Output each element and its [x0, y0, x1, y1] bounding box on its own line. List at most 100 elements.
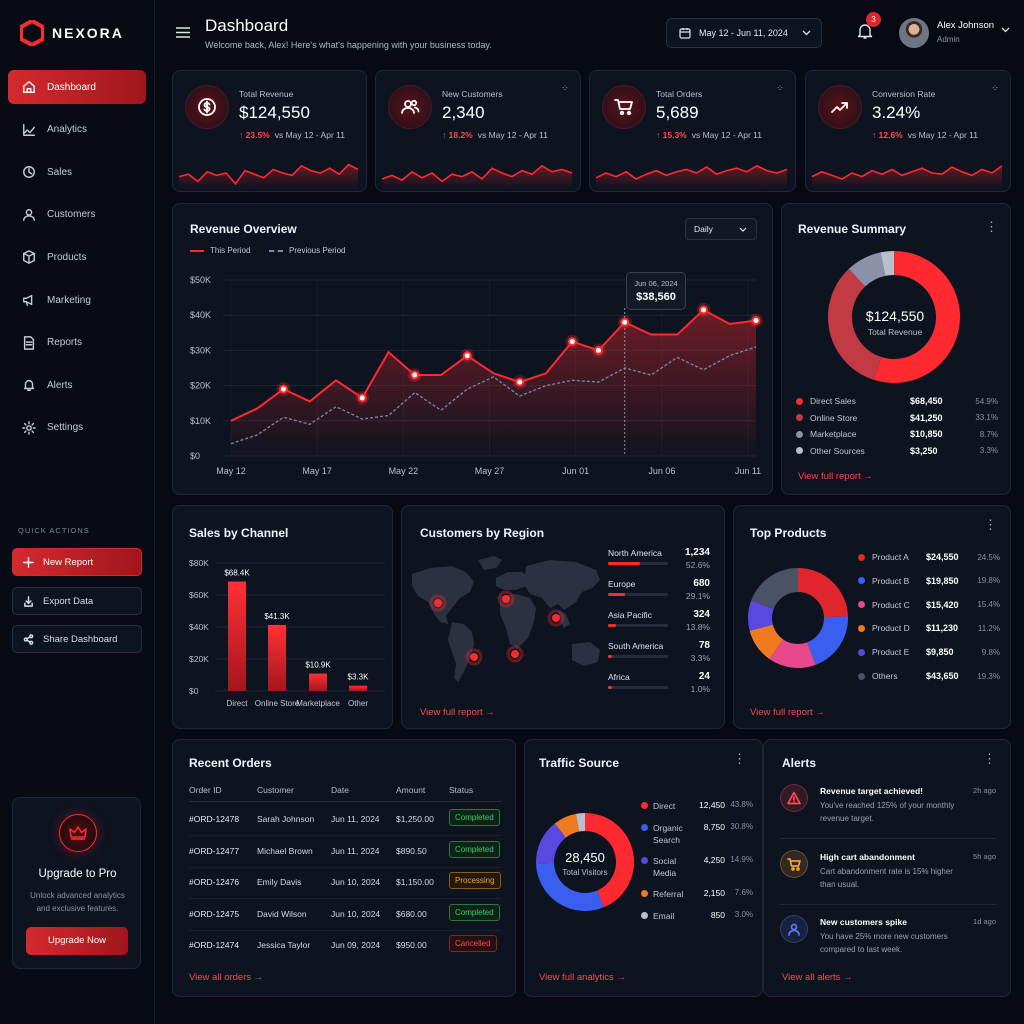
kpi-change-pct: 18.2%	[448, 130, 473, 140]
recent-orders-card: Recent Orders Order ID Customer Date Amount…	[172, 739, 516, 997]
kpi-change: ↑ 23.5% vs May 12 - Apr 11	[239, 130, 345, 140]
revenue-overview-title: Revenue Overview	[190, 222, 297, 236]
sidebar-item-sales[interactable]: Sales	[8, 155, 146, 189]
kpi-card-total-revenue[interactable]: Total Revenue $124,550 ↑ 23.5% vs May 12 - …	[172, 70, 367, 192]
region-progress-fill	[608, 686, 612, 689]
more-options-icon[interactable]: ⋮	[983, 751, 996, 766]
region-name: North America	[608, 548, 662, 558]
table-row[interactable]: #ORD-12476 Emily Davis Jun 10, 2024 $1,150.…	[173, 869, 513, 900]
drag-handle-icon[interactable]: ⁘	[561, 83, 569, 93]
kpi-card-new-customers[interactable]: New Customers 2,340 ↑ 18.2% vs May 12 - Apr…	[375, 70, 581, 192]
traffic-source-name: Organic Search	[653, 823, 683, 845]
table-cell: $1,250.00	[396, 814, 434, 824]
source-pct: 54.9%	[975, 396, 998, 406]
table-cell: David Wilson	[257, 908, 307, 919]
top-products-donut	[748, 568, 848, 668]
kpi-value: 5,689	[656, 103, 699, 122]
more-options-icon[interactable]: ⋮	[733, 751, 746, 766]
kpi-compare: vs May 12 - Apr 11	[691, 130, 762, 140]
source-value: $10,850	[910, 429, 943, 439]
date-range-picker[interactable]: May 12 - Jun 11, 2024	[666, 18, 822, 48]
table-row[interactable]: #ORD-12478 Sarah Johnson Jun 11, 2024 $1,25…	[173, 806, 513, 836]
row-divider	[189, 866, 501, 868]
y-tick-label: $30K	[190, 345, 211, 355]
view-all-alerts-link[interactable]: View all alerts →	[782, 972, 853, 983]
view-all-orders-link[interactable]: View all orders →	[189, 972, 263, 983]
brand-logo[interactable]: NEXORA	[20, 20, 124, 46]
bar-value-label: $10.9K	[305, 661, 331, 670]
source-name: Marketplace	[810, 429, 857, 439]
x-tick-label: Jun 06	[648, 466, 675, 476]
period-select[interactable]: Daily	[685, 218, 757, 240]
data-point	[410, 370, 420, 380]
traffic-source-value: 4,250	[703, 855, 725, 865]
table-cell: $890.50	[396, 845, 427, 856]
product-value: $9,850	[926, 647, 954, 658]
sidebar-item-label: Settings	[47, 422, 84, 434]
table-row[interactable]: #ORD-12477 Michael Brown Jun 11, 2024 $890.…	[173, 838, 513, 868]
new-report-button[interactable]: New Report	[12, 548, 142, 576]
traffic-link[interactable]: View full analytics →	[539, 972, 626, 983]
more-options-icon[interactable]: ⋮	[985, 219, 998, 234]
customers-region-link[interactable]: View full report →	[420, 707, 495, 718]
sidebar-item-customers[interactable]: Customers	[8, 198, 146, 232]
sparkline-line	[178, 163, 359, 186]
sidebar-item-reports[interactable]: Reports	[8, 326, 146, 360]
product-value: $43,650	[926, 671, 959, 681]
share-dashboard-button[interactable]: Share Dashboard	[12, 625, 142, 653]
drag-handle-icon[interactable]: ⁘	[776, 83, 784, 93]
data-point	[567, 337, 577, 347]
alert-text: compared to last week.	[820, 945, 903, 954]
sidebar-item-dashboard[interactable]: Dashboard	[8, 70, 146, 104]
kpi-change: ↑ 18.2% vs May 12 - Apr 11	[442, 130, 548, 140]
revenue-summary-total-label: Total Revenue	[867, 327, 923, 337]
alert-item[interactable]: High cart abandonment 5h ago Cart abandonm…	[780, 848, 998, 908]
legend-previous-period-label: Previous Period	[289, 246, 346, 255]
sidebar-item-products[interactable]: Products	[8, 240, 146, 274]
more-options-icon[interactable]: ⋮	[984, 517, 997, 532]
alert-item[interactable]: New customers spike 1d ago You have 25% mo…	[780, 913, 998, 973]
notification-badge: 3	[866, 12, 881, 27]
sales-icon	[23, 166, 35, 179]
column-header: Amount	[396, 785, 426, 795]
revenue-summary-donut	[828, 251, 960, 383]
kpi-card-conversion-rate[interactable]: Conversion Rate 3.24% ↑ 12.6% vs May 12 - A…	[805, 70, 1011, 192]
user-menu[interactable]: Alex Johnson Admin	[899, 16, 1014, 50]
product-pct: 19.3%	[977, 671, 1000, 681]
donut-segment	[880, 251, 895, 276]
user-icon	[780, 915, 808, 943]
table-row[interactable]: #ORD-12474 Jessica Taylor Jun 09, 2024 $950…	[173, 932, 513, 962]
sparkline-area	[179, 164, 358, 189]
notifications-button[interactable]: 3	[856, 12, 881, 44]
table-cell: #ORD-12474	[189, 940, 240, 951]
traffic-link-label: View full analytics	[539, 972, 614, 983]
product-value: $11,230	[926, 623, 959, 634]
calendar-icon	[679, 28, 691, 39]
alert-item[interactable]: Revenue target achieved! 2h ago You've rea…	[780, 782, 998, 842]
document-icon	[23, 335, 35, 350]
sidebar-item-settings[interactable]: Settings	[8, 411, 146, 445]
region-value: 78	[698, 640, 710, 651]
kpi-card-total-orders[interactable]: Total Orders 5,689 ↑ 15.3% vs May 12 - Apr …	[589, 70, 796, 192]
table-cell: Sarah Johnson	[257, 814, 315, 824]
upgrade-now-button[interactable]: Upgrade Now	[26, 927, 128, 955]
revenue-overview-card: Revenue Overview This Period Previous Pe…	[172, 203, 773, 495]
drag-handle-icon[interactable]: ⁘	[991, 83, 999, 93]
alert-time: 5h ago	[973, 851, 996, 861]
revenue-summary-row: Direct Sales $68,450 54.9%	[796, 396, 998, 406]
revenue-summary-link[interactable]: View full report →	[798, 471, 873, 482]
menu-icon[interactable]	[176, 27, 190, 38]
alert-time: 1d ago	[973, 917, 996, 926]
crown-icon	[59, 814, 97, 852]
export-data-button[interactable]: Export Data	[12, 587, 142, 615]
table-divider	[189, 801, 501, 802]
sidebar-item-alerts[interactable]: Alerts	[8, 368, 146, 402]
alert-title: High cart abandonment	[820, 851, 915, 862]
table-row[interactable]: #ORD-12475 David Wilson Jun 10, 2024 $680.0…	[173, 901, 513, 931]
traffic-source-pct: 3.0%	[734, 910, 753, 919]
top-products-link[interactable]: View full report →	[750, 707, 825, 718]
sidebar-item-analytics[interactable]: Analytics	[8, 113, 146, 147]
home-icon	[23, 81, 35, 93]
sidebar-item-marketing[interactable]: Marketing	[8, 283, 146, 317]
x-tick-label: May 12	[216, 466, 246, 476]
